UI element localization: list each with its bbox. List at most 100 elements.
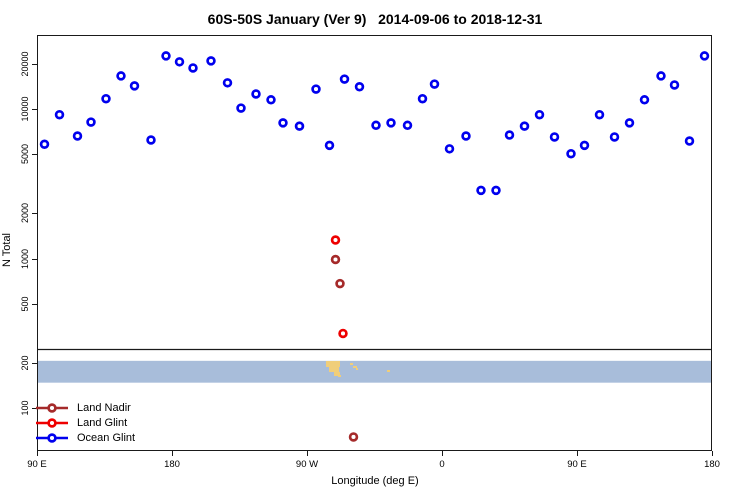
map-band-land-patch (350, 363, 353, 365)
data-point-ocean-glint (371, 120, 381, 131)
legend-label-land-glint: Land Glint (77, 416, 128, 429)
data-point-ocean-glint (476, 185, 486, 196)
map-band-ocean (38, 360, 711, 383)
data-point-ocean-glint (417, 93, 428, 104)
y-axis-label: N Total (1, 232, 13, 268)
data-point-ocean-glint (161, 51, 171, 61)
data-point-ocean-glint (206, 56, 216, 66)
legend-label-land-nadir: Land Nadir (77, 401, 131, 414)
legend-marker-ocean-glint (36, 432, 68, 443)
data-point-ocean-glint (339, 74, 350, 84)
data-point-ocean-glint (101, 93, 111, 104)
x-tick-label: 90 W (295, 459, 319, 470)
map-band-land-patch (329, 367, 339, 372)
data-point-ocean-glint (429, 79, 440, 89)
legend-item-land-glint: Land Glint (35, 415, 135, 430)
data-point-ocean-glint (174, 57, 185, 67)
legend-item-land-nadir: Land Nadir (35, 400, 135, 415)
map-band-land-patch (353, 366, 357, 368)
data-point-ocean-glint (278, 118, 288, 128)
data-point-ocean-glint (402, 120, 413, 131)
y-tick-mark (32, 109, 37, 110)
data-point-ocean-glint (504, 130, 515, 140)
map-band-land-patch (387, 370, 390, 372)
data-point-ocean-glint (669, 80, 680, 90)
data-point-ocean-glint (266, 95, 276, 105)
legend: Land Nadir Land Glint Ocean Glint (35, 400, 135, 445)
x-tick-mark (172, 451, 173, 456)
data-point-ocean-glint (146, 135, 156, 145)
x-tick-mark (37, 451, 38, 456)
data-point-ocean-glint (39, 139, 50, 150)
y-tick-label: 200 (20, 355, 30, 371)
y-tick-label: 1000 (20, 248, 30, 269)
data-point-ocean-glint (72, 131, 83, 141)
map-band-land-patch (356, 368, 358, 370)
map-band-land-patch (334, 372, 340, 376)
data-point-ocean-glint (129, 81, 140, 91)
map-band-land-patch (338, 375, 341, 377)
y-tick-mark (32, 303, 37, 305)
x-axis-label: Longitude (deg E) (331, 475, 419, 487)
x-tick-label: 90 E (27, 459, 47, 470)
plot-canvas (38, 51, 711, 442)
data-point-ocean-glint (624, 118, 635, 128)
x-tick-mark (577, 451, 578, 456)
data-point-ocean-glint (519, 121, 530, 131)
data-point-ocean-glint (534, 109, 545, 120)
data-point-ocean-glint (579, 140, 590, 151)
data-point-ocean-glint (609, 132, 620, 142)
data-point-ocean-glint (354, 82, 365, 92)
y-tick-label: 10000 (20, 96, 30, 122)
data-point-ocean-glint (386, 118, 396, 128)
x-tick-label: 90 E (567, 459, 587, 470)
x-tick-label: 180 (704, 459, 720, 470)
data-point-ocean-glint (54, 109, 65, 120)
data-point-land-glint (338, 328, 348, 339)
data-point-ocean-glint (639, 95, 650, 105)
legend-marker-land-nadir (36, 402, 68, 413)
data-point-ocean-glint (444, 144, 455, 154)
data-point-ocean-glint (594, 109, 605, 120)
y-tick-mark (32, 213, 37, 215)
data-point-land-nadir (348, 432, 359, 442)
data-point-ocean-glint (251, 89, 261, 99)
data-point-ocean-glint (311, 84, 321, 94)
y-tick-label: 500 (20, 295, 30, 312)
data-point-ocean-glint (222, 78, 233, 88)
map-band-land-patch (326, 361, 340, 367)
legend-item-ocean-glint: Ocean Glint (35, 430, 135, 445)
data-point-ocean-glint (656, 71, 666, 81)
y-tick-label: 20000 (20, 51, 30, 77)
data-point-ocean-glint (86, 117, 96, 127)
data-point-land-nadir (335, 278, 345, 289)
data-point-ocean-glint (491, 185, 501, 196)
data-point-ocean-glint (116, 71, 126, 81)
legend-marker-land-glint (36, 417, 68, 428)
x-tick-label: 180 (164, 459, 180, 470)
y-tick-label: 100 (20, 400, 30, 416)
y-tick-label: 5000 (20, 143, 30, 165)
data-point-ocean-glint (699, 51, 710, 61)
y-tick-label: 2000 (20, 203, 30, 224)
y-tick-mark (32, 258, 37, 260)
data-point-ocean-glint (294, 121, 305, 131)
data-point-ocean-glint (236, 103, 246, 113)
data-point-ocean-glint (324, 140, 335, 151)
data-point-land-glint (330, 235, 341, 245)
y-tick-mark (32, 408, 37, 409)
x-tick-mark (442, 451, 443, 456)
x-tick-mark (712, 451, 713, 456)
x-tick-mark (307, 451, 308, 456)
legend-label-ocean-glint: Ocean Glint (77, 431, 136, 444)
data-point-land-nadir (330, 254, 341, 265)
y-tick-mark (32, 362, 37, 364)
plot-area (37, 35, 712, 451)
data-point-ocean-glint (461, 131, 471, 141)
data-point-ocean-glint (684, 136, 695, 146)
x-tick-label: 0 (439, 459, 445, 470)
data-point-ocean-glint (566, 148, 576, 159)
y-tick-mark (32, 63, 37, 65)
chart-title: 60S-50S January (Ver 9) 2014-09-06 to 20… (207, 11, 543, 27)
